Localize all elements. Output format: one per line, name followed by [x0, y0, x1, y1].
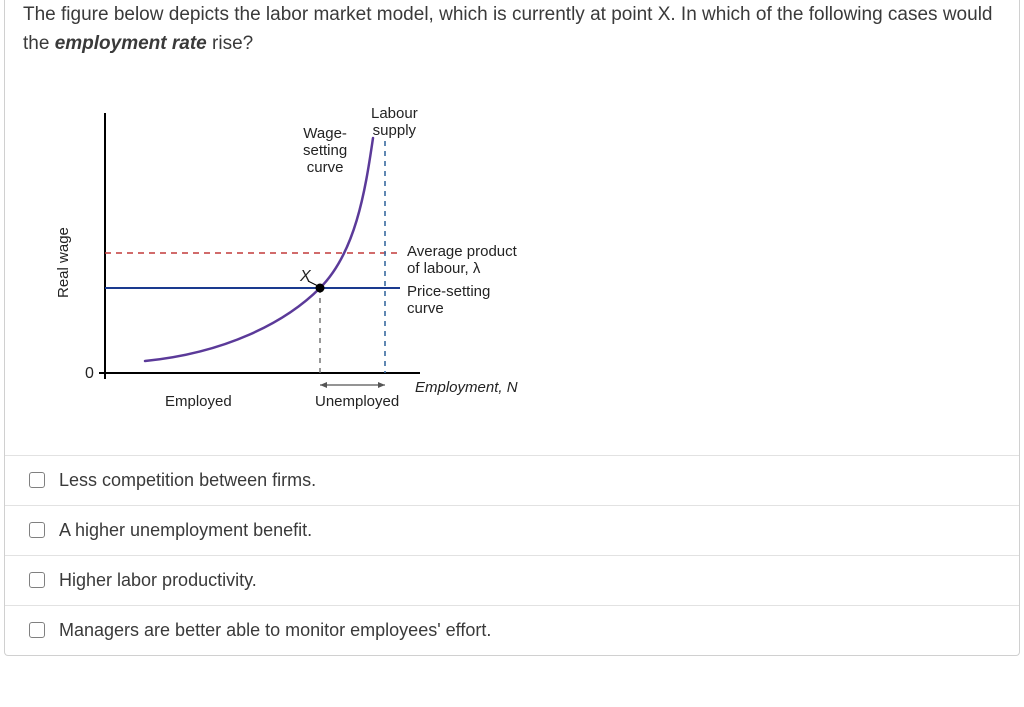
origin-zero-label: 0 [85, 365, 94, 383]
employed-label: Employed [165, 393, 232, 410]
labour-supply-label: Laboursupply [371, 105, 418, 140]
y-axis-label: Real wage [55, 227, 72, 298]
option-label: Higher labor productivity. [59, 570, 257, 591]
answer-option[interactable]: A higher unemployment benefit. [5, 506, 1019, 556]
avg-product-label: Average productof labour, λ [407, 243, 517, 278]
question-text-after: rise? [207, 33, 253, 54]
option-label: Less competition between firms. [59, 470, 316, 491]
checkbox-icon[interactable] [29, 522, 45, 538]
option-label: Managers are better able to monitor empl… [59, 620, 491, 641]
checkbox-icon[interactable] [29, 622, 45, 638]
point-x-label: X [300, 268, 311, 286]
price-setting-label: Price-settingcurve [407, 283, 490, 318]
figure-container: Real wage 0 Wage-settingcurve Laboursupp… [5, 73, 1019, 455]
answer-option[interactable]: Higher labor productivity. [5, 556, 1019, 606]
answer-option[interactable]: Less competition between firms. [5, 456, 1019, 506]
checkbox-icon[interactable] [29, 472, 45, 488]
wage-setting-label: Wage-settingcurve [303, 125, 347, 177]
labor-market-diagram: Real wage 0 Wage-settingcurve Laboursupp… [45, 83, 605, 433]
unemployed-label: Unemployed [315, 393, 399, 410]
answer-options: Less competition between firms. A higher… [5, 455, 1019, 655]
question-card: The figure below depicts the labor marke… [4, 0, 1020, 656]
question-text: The figure below depicts the labor marke… [5, 0, 1019, 73]
checkbox-icon[interactable] [29, 572, 45, 588]
option-label: A higher unemployment benefit. [59, 520, 312, 541]
employment-n-label: Employment, N [415, 379, 518, 396]
answer-option[interactable]: Managers are better able to monitor empl… [5, 606, 1019, 655]
question-emphasis: employment rate [55, 33, 207, 54]
